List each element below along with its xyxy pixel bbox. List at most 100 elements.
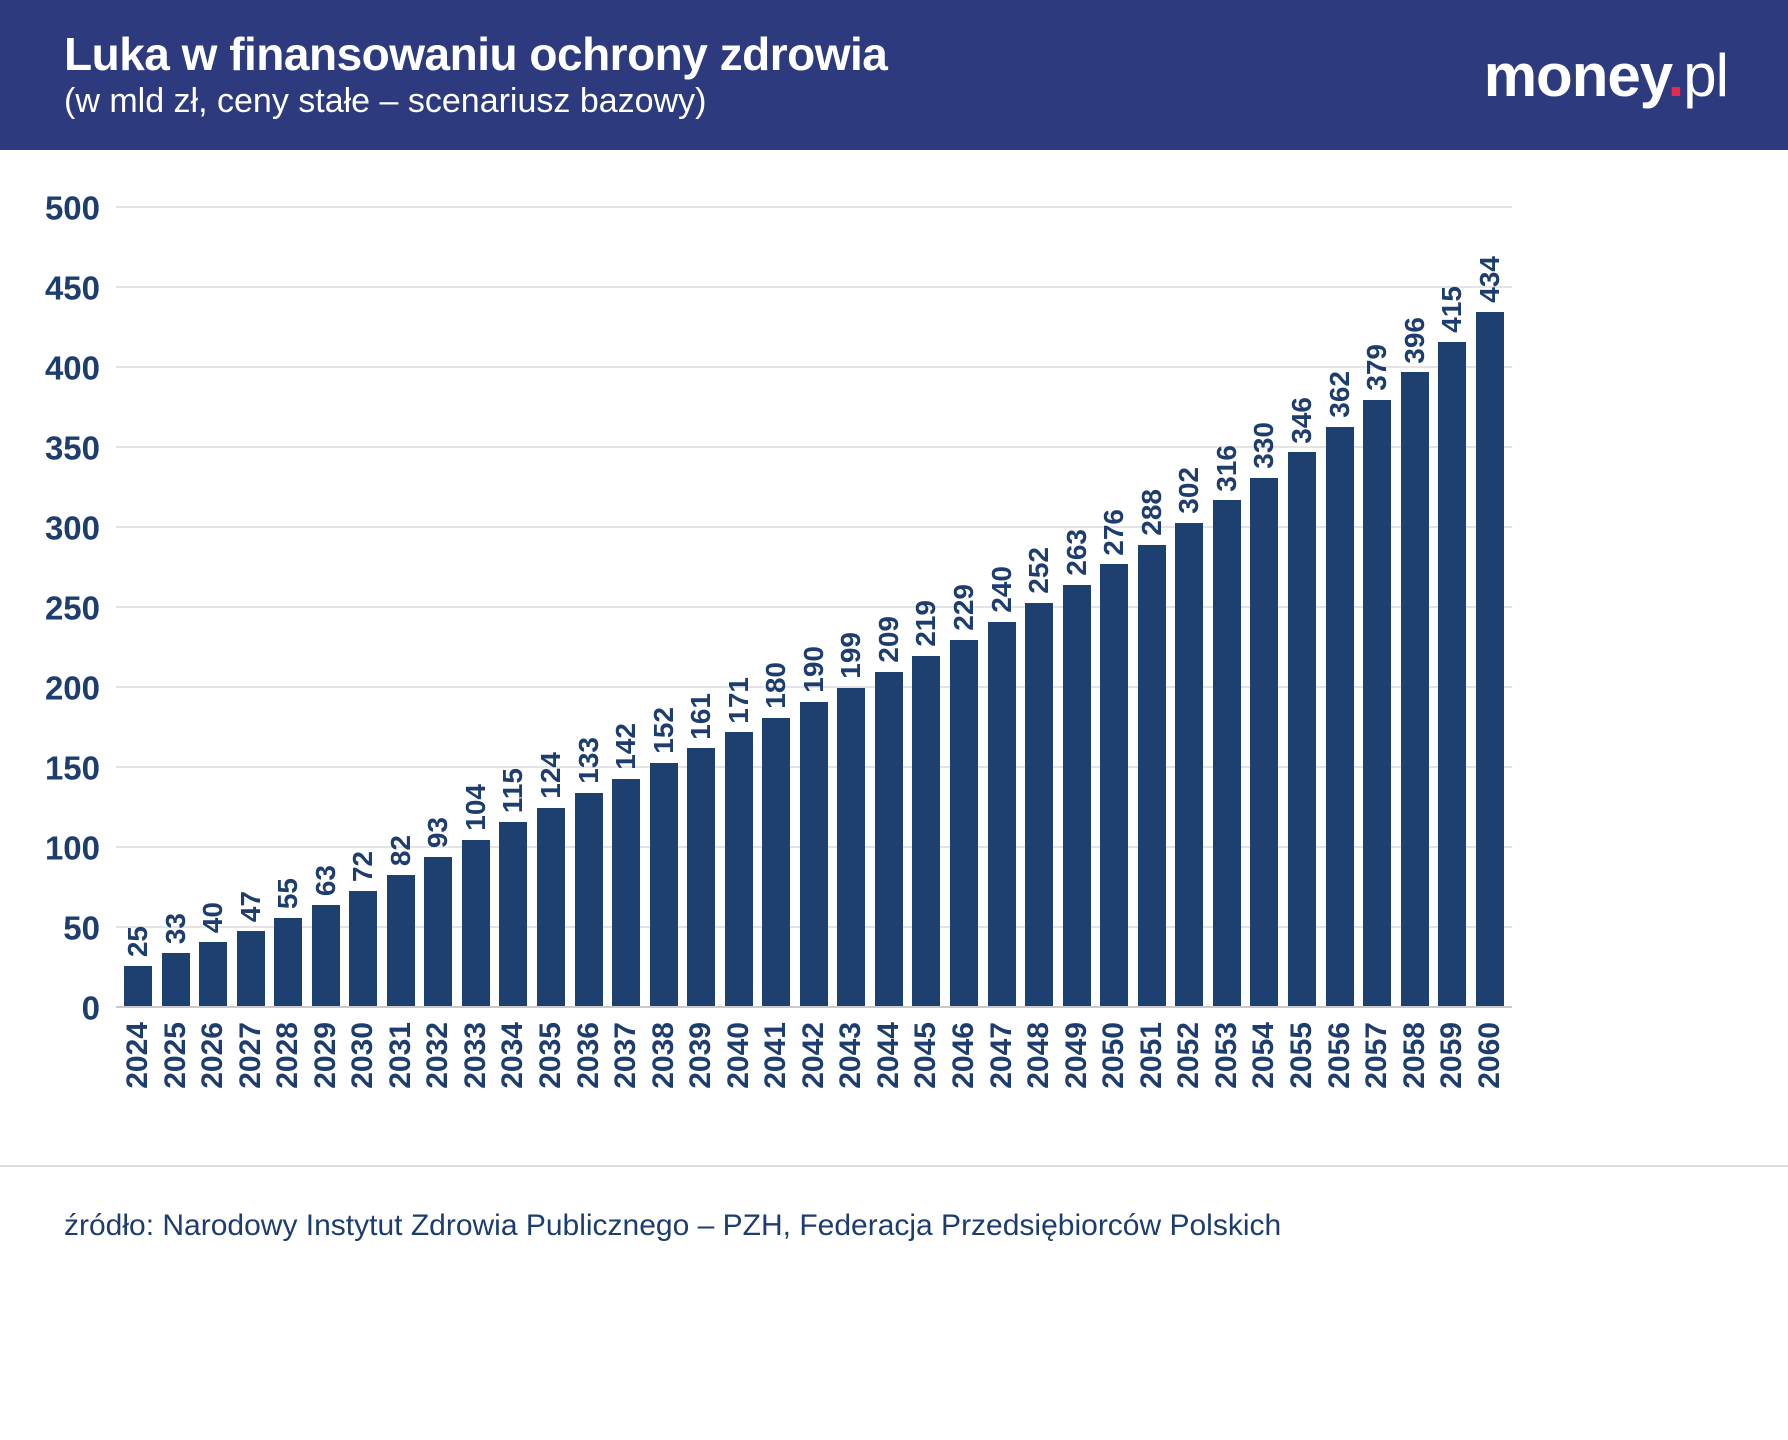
x-tick-label: 2047 (984, 1022, 1018, 1089)
x-tick-label: 2036 (571, 1022, 605, 1089)
x-tick-label: 2050 (1097, 1022, 1131, 1089)
page-subtitle: (w mld zł, ceny stałe – scenariusz bazow… (64, 82, 707, 121)
x-tick-slot: 2053 (1209, 1022, 1245, 1089)
x-tick-label: 2033 (458, 1022, 492, 1089)
bar (499, 822, 528, 1006)
bar-value-label: 229 (948, 583, 980, 631)
source-text: źródło: Narodowy Instytut Zdrowia Public… (64, 1209, 1282, 1242)
bar (762, 718, 791, 1006)
x-tick-label: 2041 (759, 1022, 793, 1089)
bar-value-label: 63 (309, 865, 341, 897)
bar-value-label: 40 (197, 901, 229, 933)
x-tick-slot: 2060 (1472, 1022, 1508, 1089)
bar-value-label: 25 (122, 925, 153, 957)
bar-slot: 276 (1096, 509, 1132, 1006)
x-tick-slot: 2058 (1397, 1022, 1433, 1089)
bar-slot: 362 (1322, 371, 1358, 1006)
bar-slot: 180 (758, 662, 794, 1006)
bar-value-label: 396 (1398, 316, 1430, 364)
bar (724, 732, 753, 1006)
x-tick-slot: 2040 (721, 1022, 757, 1089)
bar-value-label: 133 (572, 737, 604, 785)
bar-value-label: 82 (384, 834, 416, 866)
x-tick-slot: 2032 (420, 1022, 456, 1089)
bar-value-label: 190 (797, 646, 829, 693)
bar-slot: 302 (1171, 467, 1207, 1006)
bar (837, 687, 866, 1006)
bar-slot: 396 (1397, 317, 1433, 1006)
bar-slot: 346 (1284, 397, 1320, 1006)
x-tick-label: 2037 (609, 1022, 643, 1089)
bar-value-label: 33 (159, 913, 191, 945)
bar-slot: 190 (796, 646, 832, 1006)
footer: źródło: Narodowy Instytut Zdrowia Public… (0, 1165, 1788, 1440)
y-tick-label: 200 (44, 669, 100, 707)
x-tick-label: 2055 (1284, 1022, 1318, 1089)
bar-slot: 55 (270, 878, 306, 1006)
bar-value-label: 263 (1060, 529, 1092, 577)
bar-slot: 25 (120, 926, 156, 1006)
bar-slot: 229 (946, 584, 982, 1006)
bar (649, 762, 678, 1006)
bar-slot: 434 (1472, 256, 1508, 1006)
bar-slot: 209 (871, 616, 907, 1006)
x-tick-slot: 2029 (308, 1022, 344, 1089)
page-title: Luka w finansowaniu ochrony zdrowia (64, 28, 888, 81)
bar (274, 918, 303, 1006)
bar (199, 942, 228, 1006)
bar (1062, 585, 1091, 1006)
bar-value-label: 379 (1361, 343, 1393, 391)
bar-value-label: 171 (722, 676, 754, 724)
bar-slot: 330 (1246, 422, 1282, 1006)
x-tick-label: 2046 (947, 1022, 981, 1089)
bar (1137, 545, 1166, 1006)
x-tick-label: 2053 (1209, 1022, 1243, 1089)
bar (1287, 452, 1316, 1006)
bar (1475, 311, 1504, 1006)
bar-slot: 199 (833, 632, 869, 1006)
y-tick-label: 450 (44, 269, 100, 307)
x-tick-label: 2059 (1435, 1022, 1469, 1089)
bar-value-label: 240 (985, 566, 1017, 613)
bar (950, 639, 979, 1006)
bar-value-label: 152 (647, 707, 679, 754)
x-tick-label: 2029 (308, 1022, 342, 1089)
gridline (116, 686, 1512, 688)
bar-slot: 142 (608, 723, 644, 1006)
bar-value-label: 199 (835, 631, 867, 679)
x-tick-slot: 2035 (533, 1022, 569, 1089)
x-tick-label: 2038 (646, 1022, 680, 1089)
bar (537, 807, 566, 1006)
bar-value-label: 330 (1248, 422, 1280, 469)
x-tick-slot: 2046 (946, 1022, 982, 1089)
bar (349, 890, 378, 1006)
gridline (116, 1006, 1512, 1008)
x-tick-label: 2039 (684, 1022, 718, 1089)
bar-value-label: 276 (1098, 508, 1130, 556)
bar (912, 655, 941, 1006)
gridline (116, 366, 1512, 368)
x-tick-label: 2026 (196, 1022, 230, 1089)
bar-value-label: 47 (234, 890, 266, 922)
bar-value-label: 209 (872, 615, 904, 663)
x-axis: 2024 2025 2026 2027 2028 2029 2030 2031 2032 2033… (116, 1022, 1512, 1089)
gridline (116, 206, 1512, 208)
bar-slot: 82 (383, 835, 419, 1006)
x-tick-slot: 2030 (345, 1022, 381, 1089)
y-tick-label: 300 (44, 509, 100, 547)
x-tick-label: 2030 (346, 1022, 380, 1089)
bar-slot: 124 (533, 752, 569, 1006)
bar-value-label: 346 (1285, 396, 1317, 444)
x-tick-slot: 2047 (984, 1022, 1020, 1089)
x-tick-label: 2058 (1397, 1022, 1431, 1089)
bar (1363, 399, 1392, 1006)
bar (1438, 342, 1467, 1006)
bar (1400, 372, 1429, 1006)
bar-slot: 240 (984, 566, 1020, 1006)
bar (874, 671, 903, 1006)
bar (461, 839, 490, 1006)
x-tick-label: 2035 (534, 1022, 568, 1089)
x-tick-label: 2049 (1059, 1022, 1093, 1089)
bar-value-label: 180 (760, 662, 792, 709)
bar-value-label: 415 (1436, 286, 1468, 333)
